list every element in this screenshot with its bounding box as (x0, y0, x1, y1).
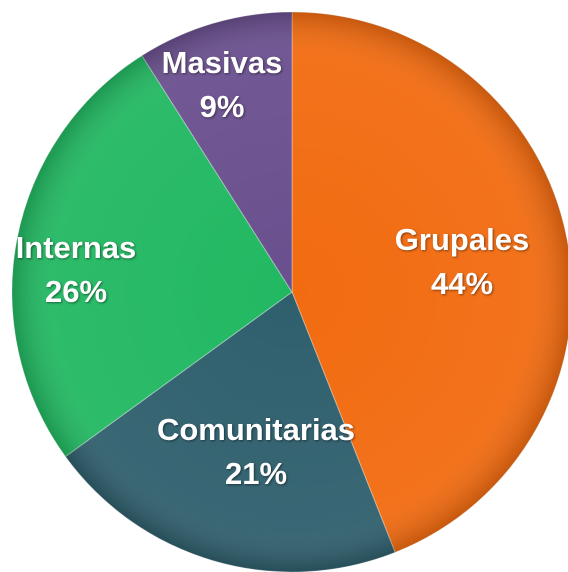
slice-label: Masivas 9% (132, 41, 312, 129)
value-label: 21% (224, 456, 288, 491)
category-label: Comunitarias (156, 412, 356, 447)
slice-label: Grupales 44% (372, 218, 552, 306)
value-label: 44% (430, 266, 494, 301)
category-label: Grupales (394, 222, 530, 257)
category-label: Masivas (161, 45, 283, 80)
slice-label: Comunitarias 21% (154, 408, 359, 496)
category-label: Internas (15, 230, 137, 265)
value-label: 26% (44, 274, 108, 309)
slice-label: Internas 26% (0, 226, 166, 314)
value-label: 9% (199, 89, 245, 124)
